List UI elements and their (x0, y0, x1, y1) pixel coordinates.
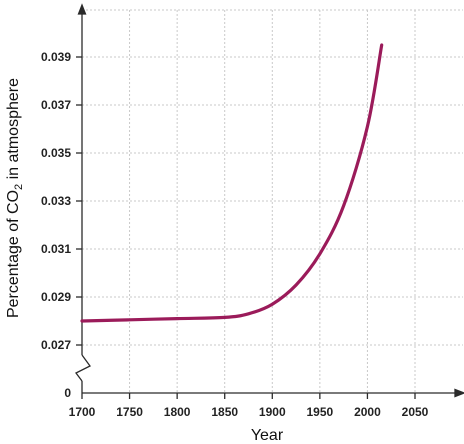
y-tick-label: 0.031 (41, 242, 71, 256)
x-tick-label: 1800 (164, 405, 191, 419)
y-axis-title: Percentage of CO2 in atmosphere (5, 78, 25, 318)
y-tick-label: 0.037 (41, 98, 71, 112)
y-axis-break (75, 354, 91, 382)
x-tick-label: 1750 (116, 405, 143, 419)
x-axis-arrow (454, 388, 464, 398)
y-axis-title-subscript: 2 (13, 184, 25, 190)
x-tick-label: 2050 (402, 405, 429, 419)
ticks (76, 56, 416, 399)
y-tick-label: 0.039 (41, 50, 71, 64)
x-tick-label: 1700 (69, 405, 96, 419)
grid (82, 9, 463, 393)
tick-labels: 0 1700 1750 1800 1850 1900 1950 2000 2050 0.027 0… (41, 50, 429, 419)
x-tick-label: 2000 (354, 405, 381, 419)
y-tick-label: 0.027 (41, 338, 71, 352)
y-axis-title-prefix: Percentage of CO (5, 190, 22, 318)
y-tick-label: 0.033 (41, 194, 71, 208)
x-tick-label: 1900 (259, 405, 286, 419)
y-axis-arrow (77, 3, 87, 15)
y-axis-title-suffix: in atmosphere (5, 78, 22, 184)
x-axis-title: Year (251, 427, 284, 444)
co2-series-line (80, 43, 384, 323)
y-zero-label: 0 (64, 386, 71, 400)
x-tick-label: 1950 (307, 405, 334, 419)
x-tick-label: 1850 (211, 405, 238, 419)
y-tick-label: 0.029 (41, 290, 71, 304)
y-tick-label: 0.035 (41, 146, 71, 160)
